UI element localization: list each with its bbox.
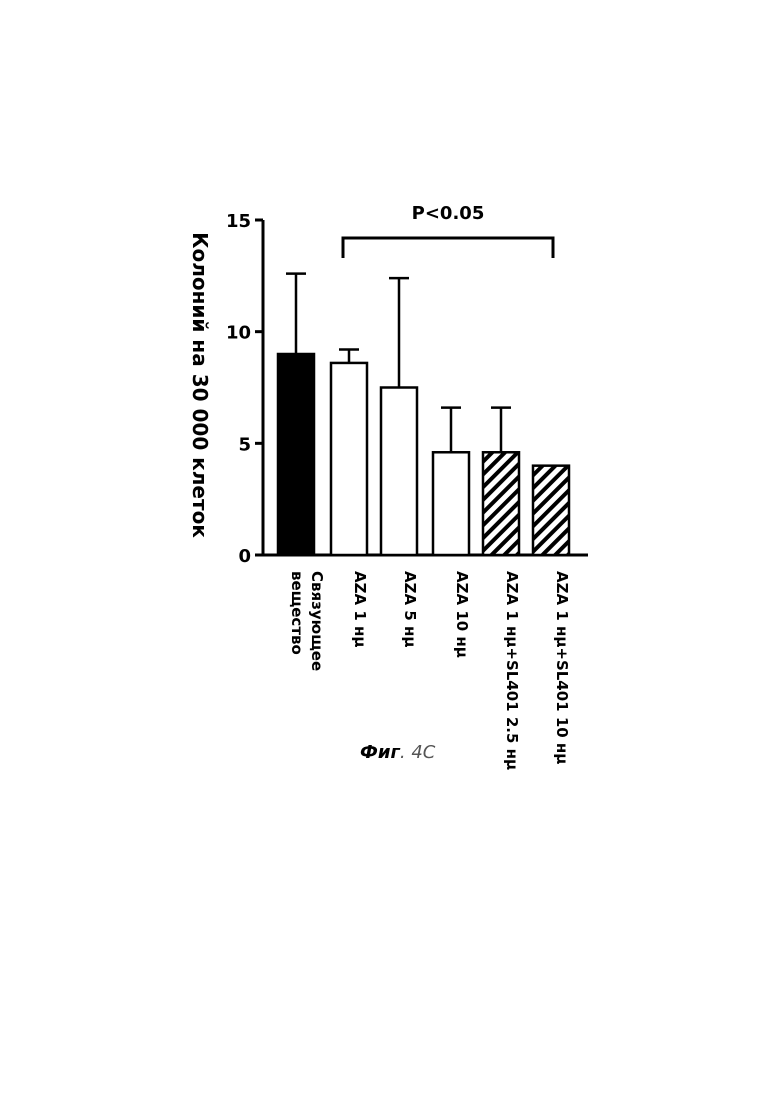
y-tick-label-2: 10 (226, 323, 251, 344)
category-label-1: AZA 1 нμ (351, 571, 369, 647)
bar-4 (483, 452, 519, 555)
y-tick-label-1: 5 (238, 434, 251, 455)
y-tick-label-0: 0 (238, 546, 251, 567)
bar-5 (533, 466, 569, 555)
bar-3 (433, 452, 469, 555)
caption-fig: Фиг (360, 742, 400, 763)
y-axis-label: Колоний на 30 000 клеток (188, 232, 212, 538)
category-label-0-1: вещество (288, 571, 306, 655)
category-label-0-0: Связующее (308, 571, 326, 671)
significance-bracket (343, 238, 553, 258)
category-label-2: AZA 5 нμ (401, 571, 419, 647)
caption-number: . 4C (400, 742, 435, 763)
category-label-5: AZA 1 нμ+SL401 10 нμ (553, 571, 571, 764)
bar-0 (278, 354, 314, 555)
significance-label: P<0.05 (412, 203, 485, 224)
figure-caption: Фиг. 4C (360, 742, 435, 763)
category-label-4: AZA 1 нμ+SL401 2.5 нμ (503, 571, 521, 770)
bar-1 (331, 363, 367, 555)
bar-2 (381, 388, 417, 556)
category-label-3: AZA 10 нμ (453, 571, 471, 658)
y-tick-label-3: 15 (226, 211, 251, 232)
